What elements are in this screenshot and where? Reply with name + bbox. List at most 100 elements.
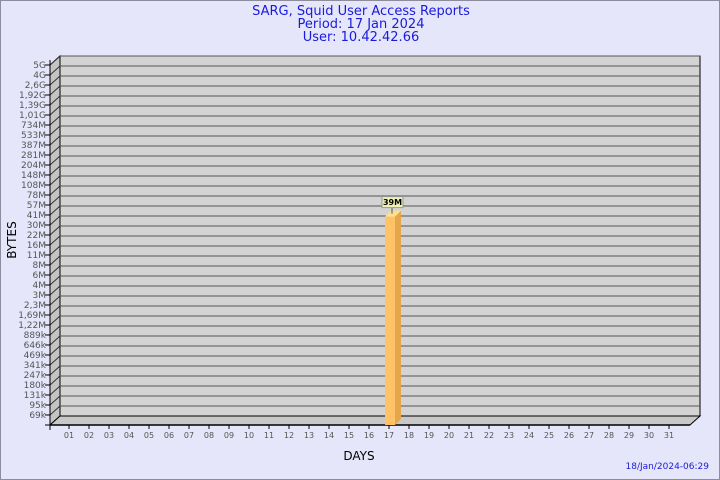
- gridline-side: [49, 255, 61, 266]
- gridline-side: [49, 165, 61, 176]
- x-tick-label: 02: [84, 431, 94, 440]
- gridline-side: [49, 125, 61, 136]
- gridline-side: [49, 195, 61, 206]
- x-tick-label: 14: [324, 431, 334, 440]
- gridline-side: [49, 285, 61, 296]
- gridline-side: [49, 375, 61, 386]
- gridline-side: [49, 155, 61, 166]
- gridline-side: [49, 225, 61, 236]
- chart-user: User: 10.42.42.66: [302, 30, 420, 45]
- y-tick-label: 1,92G: [19, 91, 46, 101]
- x-tick-label: 15: [344, 431, 354, 440]
- y-tick-label: 1,01G: [19, 111, 46, 121]
- y-tick-label: 180k: [24, 381, 47, 391]
- gridline-side: [49, 345, 61, 356]
- y-tick-label: 6M: [33, 271, 47, 281]
- y-tick-label: 734M: [21, 121, 46, 131]
- bar-day-17: [385, 216, 395, 425]
- gridline-side: [49, 95, 61, 106]
- x-tick-label: 30: [644, 431, 654, 440]
- x-tick-label: 08: [204, 431, 214, 440]
- x-tick-label: 26: [564, 431, 574, 440]
- x-tick-label: 27: [584, 431, 594, 440]
- gridline-side: [49, 185, 61, 196]
- y-tick-label: 5G: [33, 61, 46, 71]
- gridline-side: [49, 245, 61, 256]
- gridline-side: [49, 295, 61, 306]
- x-tick-label: 24: [524, 431, 534, 440]
- gridline-side: [49, 335, 61, 346]
- gridline-side: [49, 145, 61, 156]
- gridline-side: [49, 75, 61, 86]
- y-tick-label: 57M: [27, 201, 46, 211]
- y-tick-label: 387M: [21, 141, 46, 151]
- gridline-side: [49, 275, 61, 286]
- gridline-side: [49, 235, 61, 246]
- y-tick-label: 30M: [27, 221, 46, 231]
- x-tick-label: 28: [604, 431, 614, 440]
- x-tick-label: 06: [164, 431, 174, 440]
- y-tick-label: 11M: [27, 251, 46, 261]
- y-tick-label: 8M: [33, 261, 47, 271]
- y-tick-label: 2,3M: [24, 301, 46, 311]
- gridline-side: [49, 115, 61, 126]
- gridline-side: [49, 65, 61, 76]
- x-tick-label: 05: [144, 431, 154, 440]
- y-axis-title: BYTES: [5, 221, 19, 258]
- y-tick-label: 3M: [33, 291, 47, 301]
- gridline-side: [49, 215, 61, 226]
- x-tick-label: 21: [464, 431, 474, 440]
- x-tick-label: 22: [484, 431, 494, 440]
- x-tick-label: 01: [64, 431, 74, 440]
- x-tick-label: 12: [284, 431, 294, 440]
- x-axis-title: DAYS: [343, 449, 374, 463]
- x-tick-label: 18: [404, 431, 414, 440]
- generated-timestamp: 18/Jan/2024-06:29: [625, 462, 709, 472]
- x-tick-label: 17: [384, 431, 394, 440]
- y-tick-label: 1,69M: [18, 311, 46, 321]
- gridline-side: [49, 135, 61, 146]
- gridline-side: [49, 85, 61, 96]
- gridline-side: [49, 305, 61, 316]
- gridline-side: [49, 385, 61, 396]
- bar-side: [395, 210, 401, 425]
- bar-top: [385, 210, 401, 217]
- y-tick-label: 2,6G: [25, 81, 46, 91]
- gridline-side: [49, 265, 61, 276]
- x-tick-label: 20: [444, 431, 454, 440]
- x-tick-label: 25: [544, 431, 554, 440]
- chart-period: Period: 17 Jan 2024: [297, 17, 425, 32]
- x-tick-label: 16: [364, 431, 374, 440]
- x-tick-label: 31: [664, 431, 674, 440]
- y-tick-label: 69k: [29, 411, 46, 421]
- x-tick-label: 19: [424, 431, 434, 440]
- x-tick-label: 10: [244, 431, 254, 440]
- y-tick-label: 16M: [27, 241, 46, 251]
- gridline-side: [49, 105, 61, 116]
- x-tick-label: 13: [304, 431, 314, 440]
- y-tick-label: 78M: [27, 191, 46, 201]
- y-tick-label: 108M: [21, 181, 46, 191]
- y-tick-label: 646k: [24, 341, 47, 351]
- y-tick-label: 1,39G: [19, 101, 46, 111]
- y-tick-label: 22M: [27, 231, 46, 241]
- data-label-box: [381, 196, 404, 209]
- chart-title: SARG, Squid User Access Reports: [252, 4, 470, 19]
- y-tick-label: 281M: [21, 151, 46, 161]
- y-tick-label: 131k: [24, 391, 47, 401]
- data-label: 39M: [383, 198, 402, 207]
- y-tick-label: 204M: [21, 161, 46, 171]
- gridline-side: [49, 365, 61, 376]
- x-tick-label: 09: [224, 431, 234, 440]
- x-tick-label: 23: [504, 431, 514, 440]
- x-tick-label: 03: [104, 431, 114, 440]
- y-tick-label: 247k: [24, 371, 47, 381]
- floor: [48, 415, 702, 426]
- gridline-side: [49, 55, 61, 66]
- y-tick-label: 4G: [33, 71, 46, 81]
- y-tick-label: 1,22M: [18, 321, 46, 331]
- gridline-side: [49, 355, 61, 366]
- y-tick-label: 889k: [24, 331, 47, 341]
